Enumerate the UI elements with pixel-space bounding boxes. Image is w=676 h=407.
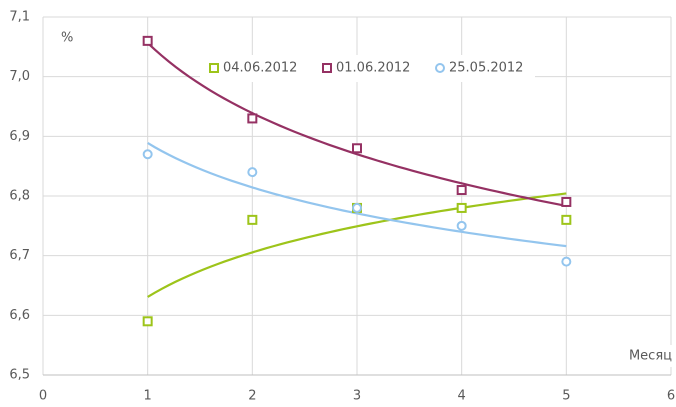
- marker: [456, 202, 467, 213]
- y-tick-label: 7,1: [9, 10, 30, 25]
- x-tick-label: 5: [562, 389, 570, 404]
- y-tick-label: 6,9: [9, 129, 30, 144]
- legend-label: 01.06.2012: [336, 61, 410, 76]
- marker: [561, 196, 572, 207]
- marker: [561, 256, 572, 267]
- y-tick-label: 6,6: [9, 308, 30, 323]
- y-tick-label: 6,7: [9, 248, 30, 263]
- trend-line: [147, 142, 567, 248]
- y-tick-label: 6,5: [9, 368, 30, 383]
- x-tick-label: 6: [667, 389, 675, 404]
- marker: [561, 214, 572, 225]
- legend-background: [200, 55, 535, 82]
- marker: [352, 143, 362, 154]
- y-label-background: [55, 28, 79, 48]
- marker: [247, 214, 258, 225]
- legend-label: 04.06.2012: [223, 61, 297, 76]
- x-tick-label: 2: [248, 389, 256, 404]
- marker: [247, 167, 258, 178]
- x-tick-label: 3: [353, 389, 361, 404]
- marker: [456, 220, 467, 231]
- labels: 6,5 6,6 6,7 6,8 6,9 7,0 7,1 0 1 2 3 4 5 6: [9, 10, 675, 404]
- trend-line: [147, 192, 567, 298]
- trend-line: [146, 42, 567, 208]
- x-tick-label: 0: [39, 389, 47, 404]
- x-tick-label: 4: [458, 389, 466, 404]
- x-label-background: [616, 345, 676, 367]
- marker: [435, 63, 445, 73]
- y-tick-label: 6,8: [9, 189, 30, 204]
- marker: [142, 149, 153, 160]
- trend-lines: [146, 42, 567, 298]
- marker: [456, 185, 467, 196]
- legend-label: 25.05.2012: [449, 61, 523, 76]
- marker: [322, 63, 332, 73]
- legend: 04.06.2012 01.06.2012 25.05.2012: [200, 55, 535, 82]
- marker: [209, 63, 219, 73]
- marker: [142, 316, 153, 327]
- y-axis-label: %: [61, 31, 73, 46]
- marker: [142, 35, 153, 46]
- x-tick-label: 1: [144, 389, 152, 404]
- marker: [247, 113, 258, 124]
- marker: [352, 202, 362, 213]
- y-tick-label: 7,0: [9, 69, 30, 84]
- x-axis-label: Месяц: [629, 349, 672, 364]
- markers: [142, 35, 572, 327]
